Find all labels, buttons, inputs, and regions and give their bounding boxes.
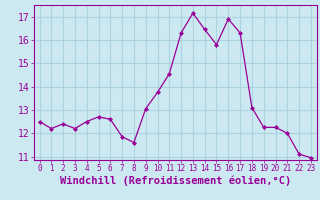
X-axis label: Windchill (Refroidissement éolien,°C): Windchill (Refroidissement éolien,°C)	[60, 176, 291, 186]
